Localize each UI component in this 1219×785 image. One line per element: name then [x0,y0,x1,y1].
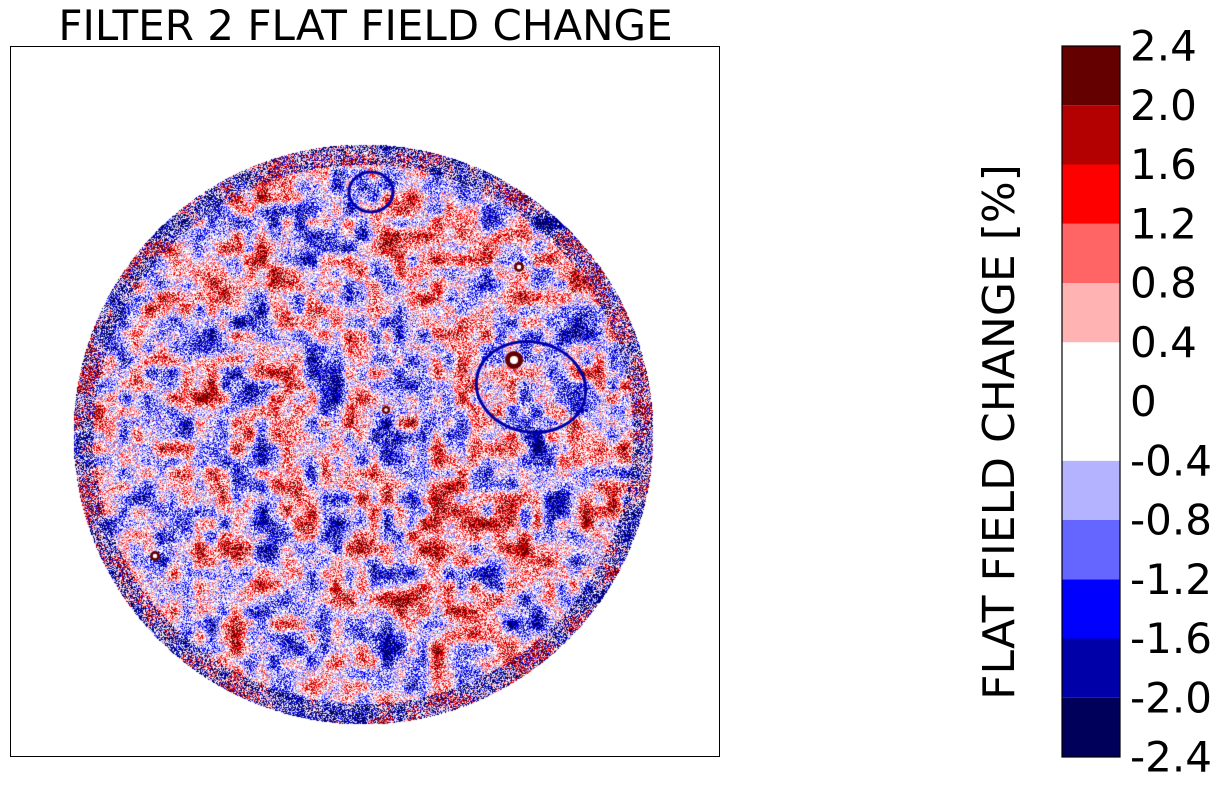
colorbar-tick-label: 2.0 [1130,81,1197,130]
colorbar-band [1062,342,1120,461]
colorbar-tick-label: 2.4 [1130,22,1197,71]
colorbar-tick-label: 0.8 [1130,259,1197,308]
colorbar-tick-label: 1.2 [1130,199,1197,248]
heatmap-plot-area [10,46,720,757]
colorbar-tick-label: -1.2 [1130,555,1212,604]
colorbar-band [1062,105,1120,165]
flat-field-heatmap [11,47,719,756]
colorbar-border [1061,45,1121,758]
colorbar-tick-label: -1.6 [1130,614,1212,663]
colorbar-band [1062,638,1120,698]
colorbar-tick-label: -2.0 [1130,673,1212,722]
colorbar-band [1062,223,1120,283]
colorbar-tick-label: -0.4 [1130,436,1212,485]
colorbar-band [1062,460,1120,520]
colorbar-tick-label: 0 [1130,377,1157,426]
colorbar-band [1062,164,1120,224]
colorbar-band [1062,697,1120,757]
colorbar-tick-label: -0.8 [1130,496,1212,545]
colorbar-tick-label: 0.4 [1130,318,1197,367]
colorbar-band [1062,579,1120,639]
colorbar-band [1062,520,1120,580]
colorbar-band [1062,283,1120,343]
colorbar-tick-label: 1.6 [1130,140,1197,189]
chart-title: FILTER 2 FLAT FIELD CHANGE [58,1,673,50]
colorbar-tick-label: -2.4 [1130,733,1212,782]
colorbar-band [1062,46,1120,106]
